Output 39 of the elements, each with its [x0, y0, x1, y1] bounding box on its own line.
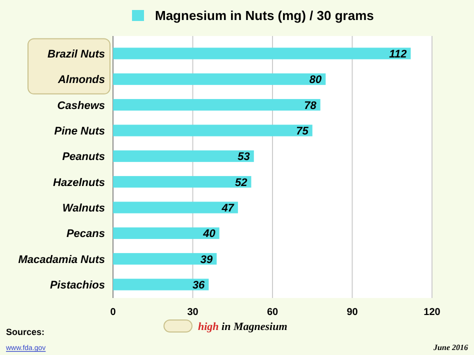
data-label: 52	[234, 176, 248, 189]
data-label: 78	[304, 100, 318, 112]
bar	[113, 73, 326, 85]
y-tick-label: Walnuts	[62, 202, 105, 215]
x-tick-label: 0	[110, 307, 116, 318]
y-tick-label: Peanuts	[62, 151, 105, 164]
bar	[113, 176, 252, 188]
y-tick-label: Macadamia Nuts	[18, 254, 105, 266]
bar	[113, 227, 220, 239]
y-tick-label: Pine Nuts	[54, 125, 105, 138]
y-tick-label: Brazil Nuts	[48, 48, 105, 60]
data-label: 53	[238, 151, 250, 164]
bar	[113, 99, 320, 111]
x-tick-label: 60	[266, 307, 278, 318]
bar	[113, 150, 254, 162]
data-label: 112	[389, 48, 407, 60]
data-label: 36	[192, 280, 206, 292]
data-label: 39	[200, 254, 214, 266]
y-tick-label: Pistachios	[50, 280, 105, 292]
y-tick-label: Almonds	[56, 74, 105, 86]
bar	[113, 202, 238, 214]
data-label: 80	[309, 74, 323, 86]
data-label: 47	[220, 202, 235, 215]
text: high in Magnesium	[198, 321, 288, 333]
data-label: 75	[296, 125, 310, 138]
bar	[113, 48, 411, 60]
legend-label: Magnesium in Nuts (mg) / 30 grams	[155, 8, 374, 23]
bar	[113, 124, 312, 136]
text: June 2016	[432, 343, 468, 352]
x-tick-label: 90	[346, 307, 358, 318]
y-tick-label: Pecans	[66, 228, 105, 240]
y-tick-label: Cashews	[57, 100, 105, 112]
x-tick-label: 30	[187, 307, 199, 318]
bar	[113, 253, 217, 265]
y-tick-label: Hazelnuts	[53, 176, 105, 189]
data-label: 40	[202, 228, 216, 240]
bar	[113, 278, 209, 290]
x-tick-label: 120	[424, 307, 441, 318]
source-note: Sources:	[6, 327, 45, 337]
